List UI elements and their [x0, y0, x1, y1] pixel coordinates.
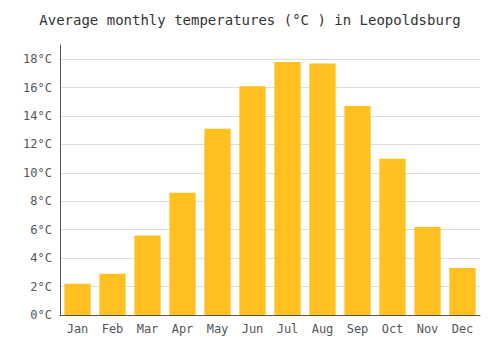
- svg-text:18°C: 18°C: [23, 52, 52, 66]
- svg-text:Feb: Feb: [102, 322, 124, 336]
- svg-text:Jun: Jun: [242, 322, 264, 336]
- svg-text:12°C: 12°C: [23, 137, 52, 151]
- svg-text:0°C: 0°C: [30, 308, 52, 322]
- svg-text:Oct: Oct: [382, 322, 404, 336]
- svg-text:6°C: 6°C: [30, 223, 52, 237]
- svg-text:Nov: Nov: [417, 322, 439, 336]
- svg-text:Dec: Dec: [452, 322, 474, 336]
- svg-text:Mar: Mar: [137, 322, 159, 336]
- svg-text:Aug: Aug: [312, 322, 334, 336]
- svg-text:Jan: Jan: [67, 322, 89, 336]
- svg-text:4°C: 4°C: [30, 251, 52, 265]
- svg-text:14°C: 14°C: [23, 109, 52, 123]
- svg-text:8°C: 8°C: [30, 194, 52, 208]
- svg-text:May: May: [207, 322, 229, 336]
- svg-text:16°C: 16°C: [23, 81, 52, 95]
- svg-text:Jul: Jul: [277, 322, 299, 336]
- svg-text:2°C: 2°C: [30, 280, 52, 294]
- svg-text:Sep: Sep: [347, 322, 369, 336]
- svg-text:10°C: 10°C: [23, 166, 52, 180]
- svg-text:Average monthly temperatures (: Average monthly temperatures (°C ) in Le…: [39, 12, 460, 28]
- svg-text:Apr: Apr: [172, 322, 194, 336]
